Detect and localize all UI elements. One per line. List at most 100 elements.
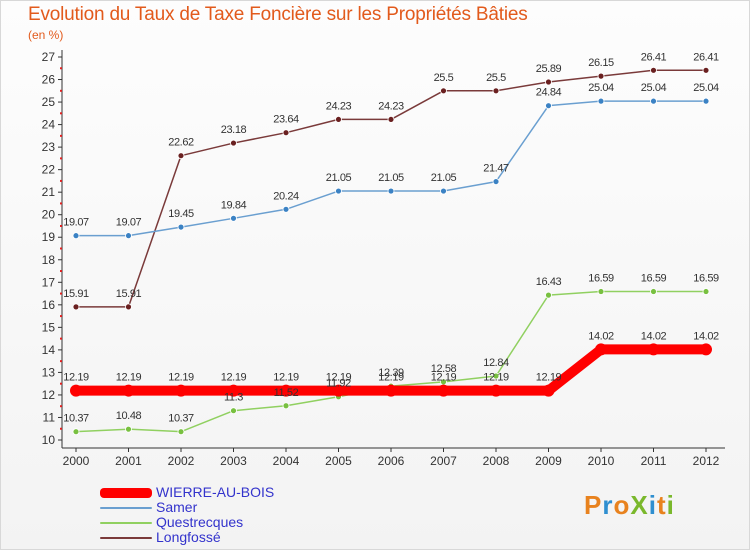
y-minor-tick [60, 247, 62, 250]
logo-letter: i [648, 490, 657, 520]
data-label: 10.37 [168, 413, 194, 425]
series-line-questrecques [75, 290, 707, 433]
data-label: 19.07 [116, 217, 142, 229]
legend-item: Questrecques [100, 515, 274, 530]
data-point [335, 187, 342, 195]
legend-label: Longfossé [156, 529, 221, 545]
data-label: 23.18 [221, 124, 247, 136]
data-point [595, 343, 607, 356]
data-point [125, 425, 132, 433]
data-label: 26.15 [588, 57, 614, 69]
y-tick-label: 21 [42, 185, 56, 199]
data-label: 12.19 [273, 372, 299, 384]
legend-swatch [100, 521, 152, 524]
data-point [122, 384, 135, 397]
y-minor-tick [60, 179, 62, 182]
data-label: 24.84 [536, 87, 562, 99]
data-label: 21.47 [483, 163, 509, 175]
data-point [282, 402, 290, 410]
y-tick-label: 18 [42, 253, 56, 267]
legend: WIERRE-AU-BOIS Samer Questrecques Longfossé [100, 485, 274, 545]
data-point [72, 232, 80, 240]
data-point [542, 384, 555, 397]
data-point [280, 384, 292, 397]
data-label: 14.02 [641, 330, 667, 342]
data-point [700, 343, 712, 356]
x-tick-label: 2002 [168, 454, 195, 468]
y-tick-label: 13 [42, 365, 56, 379]
y-minor-tick [60, 292, 62, 295]
data-label: 12.39 [378, 367, 404, 379]
x-tick-label: 2000 [63, 454, 90, 468]
data-point [282, 205, 290, 213]
x-tick-label: 2008 [483, 454, 510, 468]
data-point [490, 384, 502, 397]
y-minor-tick [60, 202, 62, 205]
data-point [230, 214, 237, 222]
y-minor-tick [60, 382, 62, 385]
data-point [545, 78, 552, 86]
y-tick-label: 25 [42, 95, 56, 109]
data-point [125, 232, 132, 240]
y-minor-tick [60, 224, 62, 227]
y-minor-tick [60, 427, 62, 430]
data-label: 21.05 [326, 172, 352, 184]
logo-letter: i [666, 490, 675, 520]
legend-label: Questrecques [156, 514, 244, 530]
y-minor-tick [60, 315, 62, 318]
x-tick-label: 2009 [535, 454, 562, 468]
data-point [177, 428, 185, 436]
data-point [440, 187, 447, 195]
x-tick-label: 2003 [220, 454, 247, 468]
x-tick-label: 2001 [115, 454, 142, 468]
data-label: 12.19 [221, 372, 247, 384]
logo-letter: t [656, 490, 667, 520]
data-point [332, 384, 345, 397]
data-label: 12.19 [326, 372, 352, 384]
y-tick-label: 26 [42, 73, 56, 87]
legend-swatch [100, 536, 152, 539]
data-label: 16.59 [588, 273, 614, 285]
data-label: 12.19 [431, 372, 457, 384]
y-tick-label: 23 [42, 140, 56, 154]
x-tick-label: 2006 [378, 454, 405, 468]
x-tick-label: 2011 [641, 454, 667, 468]
y-tick-label: 15 [42, 320, 56, 334]
y-minor-tick [60, 337, 62, 340]
y-tick-label: 12 [42, 388, 56, 402]
y-tick-label: 17 [42, 275, 56, 289]
y-minor-tick [60, 360, 62, 363]
data-label: 10.48 [116, 410, 142, 422]
data-point [72, 428, 80, 436]
proxiti-logo: ProXiti [584, 490, 675, 521]
y-minor-tick [60, 270, 62, 273]
data-point [125, 303, 132, 311]
data-label: 25.04 [693, 82, 719, 94]
data-label: 25.04 [588, 82, 614, 94]
y-tick-label: 20 [42, 208, 56, 222]
data-label: 19.45 [168, 208, 194, 220]
data-point [387, 187, 395, 195]
y-tick-label: 16 [42, 298, 56, 312]
data-point [230, 139, 237, 147]
legend-item: Samer [100, 500, 274, 515]
y-tick-label: 19 [42, 230, 56, 244]
data-label: 26.41 [693, 51, 719, 63]
data-label: 24.23 [326, 100, 352, 112]
data-label: 15.91 [63, 288, 89, 300]
data-label: 14.02 [588, 330, 614, 342]
legend-label: Samer [156, 499, 198, 515]
data-label: 11.3 [224, 392, 243, 404]
data-point [650, 66, 657, 74]
y-tick-label: 22 [42, 163, 56, 177]
y-tick-label: 24 [42, 118, 56, 132]
data-point [647, 343, 660, 356]
data-label: 25.5 [434, 72, 454, 84]
legend-swatch [100, 487, 152, 498]
data-point [282, 129, 290, 137]
data-point [597, 97, 605, 105]
data-label: 24.23 [378, 100, 404, 112]
legend-label: WIERRE-AU-BOIS [156, 484, 275, 500]
